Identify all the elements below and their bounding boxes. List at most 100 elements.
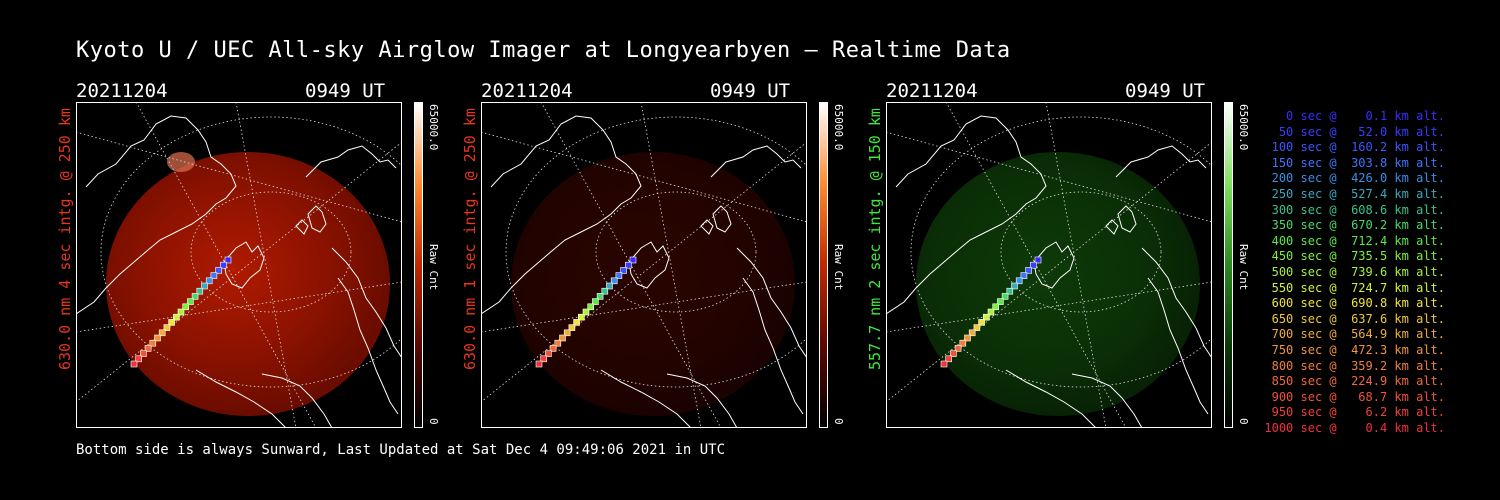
legend-entry: 100 sec @ 160.2 km alt. <box>1264 140 1445 155</box>
trajectory-point <box>973 324 981 331</box>
sky-disk <box>106 152 390 416</box>
colorbar-green <box>1224 102 1233 428</box>
trajectory-point <box>959 339 967 347</box>
coastline <box>886 115 1212 428</box>
trajectory-point <box>587 303 594 311</box>
colorbar-min: 0 <box>1237 418 1250 425</box>
trajectory-point <box>135 355 143 363</box>
panel-wavelength-label: 630.0 nm 4 sec intg. @ 250 km <box>56 108 74 370</box>
panel-date: 20211204 <box>481 80 573 102</box>
trajectory-point <box>601 287 609 295</box>
panel-wavelength-label: 557.7 nm 2 sec intg. @ 150 km <box>866 108 884 370</box>
trajectory-point <box>535 360 543 368</box>
legend-entry: 450 sec @ 735.5 km alt. <box>1264 249 1445 264</box>
trajectory-point <box>625 261 632 269</box>
legend-entry: 1000 sec @ 0.4 km alt. <box>1264 420 1445 435</box>
trajectory-point <box>964 334 971 342</box>
trajectory-point <box>950 350 957 357</box>
trajectory-point <box>1030 261 1037 269</box>
graticule <box>886 102 1212 428</box>
legend-entry: 400 sec @ 712.4 km alt. <box>1264 233 1445 248</box>
panel-time: 0949 UT <box>1125 80 1206 102</box>
trajectory-point <box>1015 277 1023 285</box>
trajectory-point <box>540 355 548 363</box>
trajectory-point <box>559 334 566 342</box>
image-frame <box>481 102 807 428</box>
trajectory-point <box>154 334 161 342</box>
trajectory-point <box>968 329 976 337</box>
legend-entry: 0 sec @ 0.1 km alt. <box>1264 109 1445 123</box>
trajectory-point <box>196 287 204 295</box>
colorbar-min: 0 <box>832 418 845 425</box>
trajectory-point <box>554 339 562 347</box>
panel-wavelength-label: 630.0 nm 1 sec intg. @ 250 km <box>461 108 479 370</box>
trajectory-point <box>177 308 185 316</box>
trajectory-track <box>940 256 1042 368</box>
trajectory-point <box>945 355 953 363</box>
trajectory-point <box>573 319 580 326</box>
legend-entry: 200 sec @ 426.0 km alt. <box>1264 171 1445 186</box>
legend-entry: 900 sec @ 68.7 km alt. <box>1264 389 1445 404</box>
aurora-patch <box>167 152 195 172</box>
legend-entry: 300 sec @ 608.6 km alt. <box>1264 202 1445 217</box>
trajectory-point <box>140 350 147 357</box>
coastline <box>76 115 402 428</box>
trajectory-track <box>130 256 232 368</box>
trajectory-point <box>220 261 227 269</box>
trajectory-point <box>1020 272 1028 279</box>
graticule <box>76 102 402 428</box>
graticule <box>481 102 807 428</box>
trajectory-point <box>578 313 585 321</box>
legend-entry: 600 sec @ 690.8 km alt. <box>1264 296 1445 311</box>
legend-entry: 700 sec @ 564.9 km alt. <box>1264 327 1445 342</box>
trajectory-point <box>592 298 599 305</box>
panel-time: 0949 UT <box>305 80 386 102</box>
panel-time: 0949 UT <box>710 80 791 102</box>
trajectory-point <box>610 277 618 285</box>
allsky-image <box>76 102 402 428</box>
coastline <box>481 115 807 428</box>
trajectory-point <box>182 303 189 311</box>
trajectory-point <box>1011 282 1018 290</box>
trajectory-point <box>201 282 208 290</box>
colorbar-unit: Raw Cnt <box>427 244 440 291</box>
legend-entry: 500 sec @ 739.6 km alt. <box>1264 264 1445 279</box>
trajectory-point <box>1034 256 1042 264</box>
trajectory-point <box>992 303 999 311</box>
image-frame <box>76 102 402 428</box>
sky-disk <box>511 152 795 416</box>
trajectory-point <box>545 350 552 357</box>
colorbar-max: 65000.0 <box>427 104 440 151</box>
trajectory-point <box>629 256 637 264</box>
trajectory-point <box>149 339 157 347</box>
trajectory-point <box>606 282 613 290</box>
legend-entry: 800 sec @ 359.2 km alt. <box>1264 358 1445 373</box>
trajectory-point <box>582 308 590 316</box>
image-frame <box>886 102 1212 428</box>
trajectory-point <box>615 272 623 279</box>
legend-entry: 850 sec @ 224.9 km alt. <box>1264 374 1445 389</box>
legend-entry: 250 sec @ 527.4 km alt. <box>1264 186 1445 201</box>
legend-entry: 150 sec @ 303.8 km alt. <box>1264 155 1445 170</box>
trajectory-point <box>130 360 138 368</box>
panel-date: 20211204 <box>886 80 978 102</box>
panel-date: 20211204 <box>76 80 168 102</box>
legend-entry: 650 sec @ 637.6 km alt. <box>1264 311 1445 326</box>
trajectory-point <box>987 308 995 316</box>
trajectory-point <box>568 324 576 331</box>
colorbar-min: 0 <box>427 418 440 425</box>
trajectory-point <box>224 256 232 264</box>
trajectory-point <box>158 329 166 337</box>
trajectory-point <box>191 293 199 300</box>
trajectory-point <box>983 313 990 321</box>
legend-entry: 350 sec @ 670.2 km alt. <box>1264 218 1445 233</box>
trajectory-point <box>187 298 194 305</box>
trajectory-point <box>620 267 627 274</box>
trajectory-point <box>1006 287 1014 295</box>
legend-entry: 950 sec @ 6.2 km alt. <box>1264 405 1445 420</box>
trajectory-point <box>549 345 557 352</box>
colorbar-red <box>414 102 423 428</box>
trajectory-point <box>596 293 604 300</box>
allsky-image <box>481 102 807 428</box>
legend-entry: 750 sec @ 472.3 km alt. <box>1264 342 1445 357</box>
